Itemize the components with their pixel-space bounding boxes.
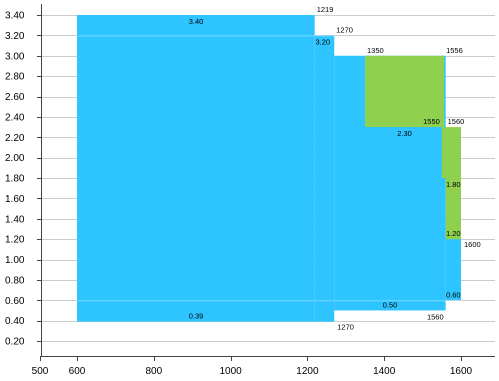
y-tick-label: 1.60 — [5, 194, 25, 205]
y-tick-label: 1.20 — [5, 235, 25, 246]
y-tick-label: 3.40 — [5, 11, 25, 22]
x-tick-label: 1000 — [219, 366, 242, 377]
y-tick-label: 1.00 — [5, 255, 25, 266]
annotation-label: 1560 — [448, 117, 465, 126]
y-tick-label: 2.20 — [5, 133, 25, 144]
x-tick-label: 1600 — [450, 366, 473, 377]
annotation-label: 1.20 — [446, 229, 461, 238]
x-tick-label: 1400 — [373, 366, 396, 377]
y-tick-label: 3.00 — [5, 51, 25, 62]
annotation-label: 1556 — [446, 46, 463, 55]
y-tick-label: 2.80 — [5, 72, 25, 83]
region-6 — [445, 178, 461, 240]
regions — [77, 15, 461, 322]
region-0 — [77, 15, 315, 322]
annotation-label: 1560 — [427, 312, 444, 321]
annotation-label: 1270 — [336, 25, 353, 34]
x-tick-label: 600 — [69, 366, 86, 377]
y-tick-label: 3.20 — [5, 31, 25, 42]
annotation-label: 1219 — [317, 5, 334, 14]
annotation-label: 1.80 — [446, 180, 461, 189]
x-tick-label: 800 — [145, 366, 162, 377]
y-tick-label: 2.40 — [5, 112, 25, 123]
annotation-label: 1350 — [367, 46, 384, 55]
annotation-label: 1270 — [337, 323, 354, 332]
annotation-label: 0.60 — [446, 290, 461, 299]
annotation-label: 1550 — [423, 117, 440, 126]
annotation-label: 2.30 — [397, 129, 412, 138]
y-tick-label: 1.80 — [5, 174, 25, 185]
region-5 — [441, 127, 461, 178]
x-tick-label: 500 — [32, 366, 49, 377]
y-tick-label: 2.00 — [5, 153, 25, 164]
annotation-label: 0.39 — [189, 312, 204, 321]
annotation-label: 1600 — [464, 240, 481, 249]
x-axis-ticks: 500 600 800 1000 1200 1400 1600 — [32, 356, 473, 377]
annotation-label: 3.20 — [315, 37, 330, 46]
x-tick-label: 1200 — [296, 366, 319, 377]
annotation-label: 3.40 — [189, 17, 204, 26]
region-1 — [314, 35, 335, 322]
y-tick-label: 0.60 — [5, 296, 25, 307]
y-tick-label: 2.60 — [5, 92, 25, 103]
y-tick-label: 0.40 — [5, 316, 25, 327]
annotations: 1219 3.40 1270 3.20 1350 1556 1550 1560 2.30 1.80… — [189, 5, 481, 332]
y-tick-label: 1.40 — [5, 214, 25, 225]
region-3 — [445, 239, 461, 301]
region-4 — [365, 55, 445, 128]
y-axis-ticks: 0.20 0.40 0.60 0.80 1.00 1.20 1.40 1.60 1.80 2.00… — [5, 11, 41, 348]
annotation-label: 0.50 — [383, 300, 398, 309]
y-tick-label: 0.80 — [5, 275, 25, 286]
y-tick-label: 0.20 — [5, 337, 25, 348]
